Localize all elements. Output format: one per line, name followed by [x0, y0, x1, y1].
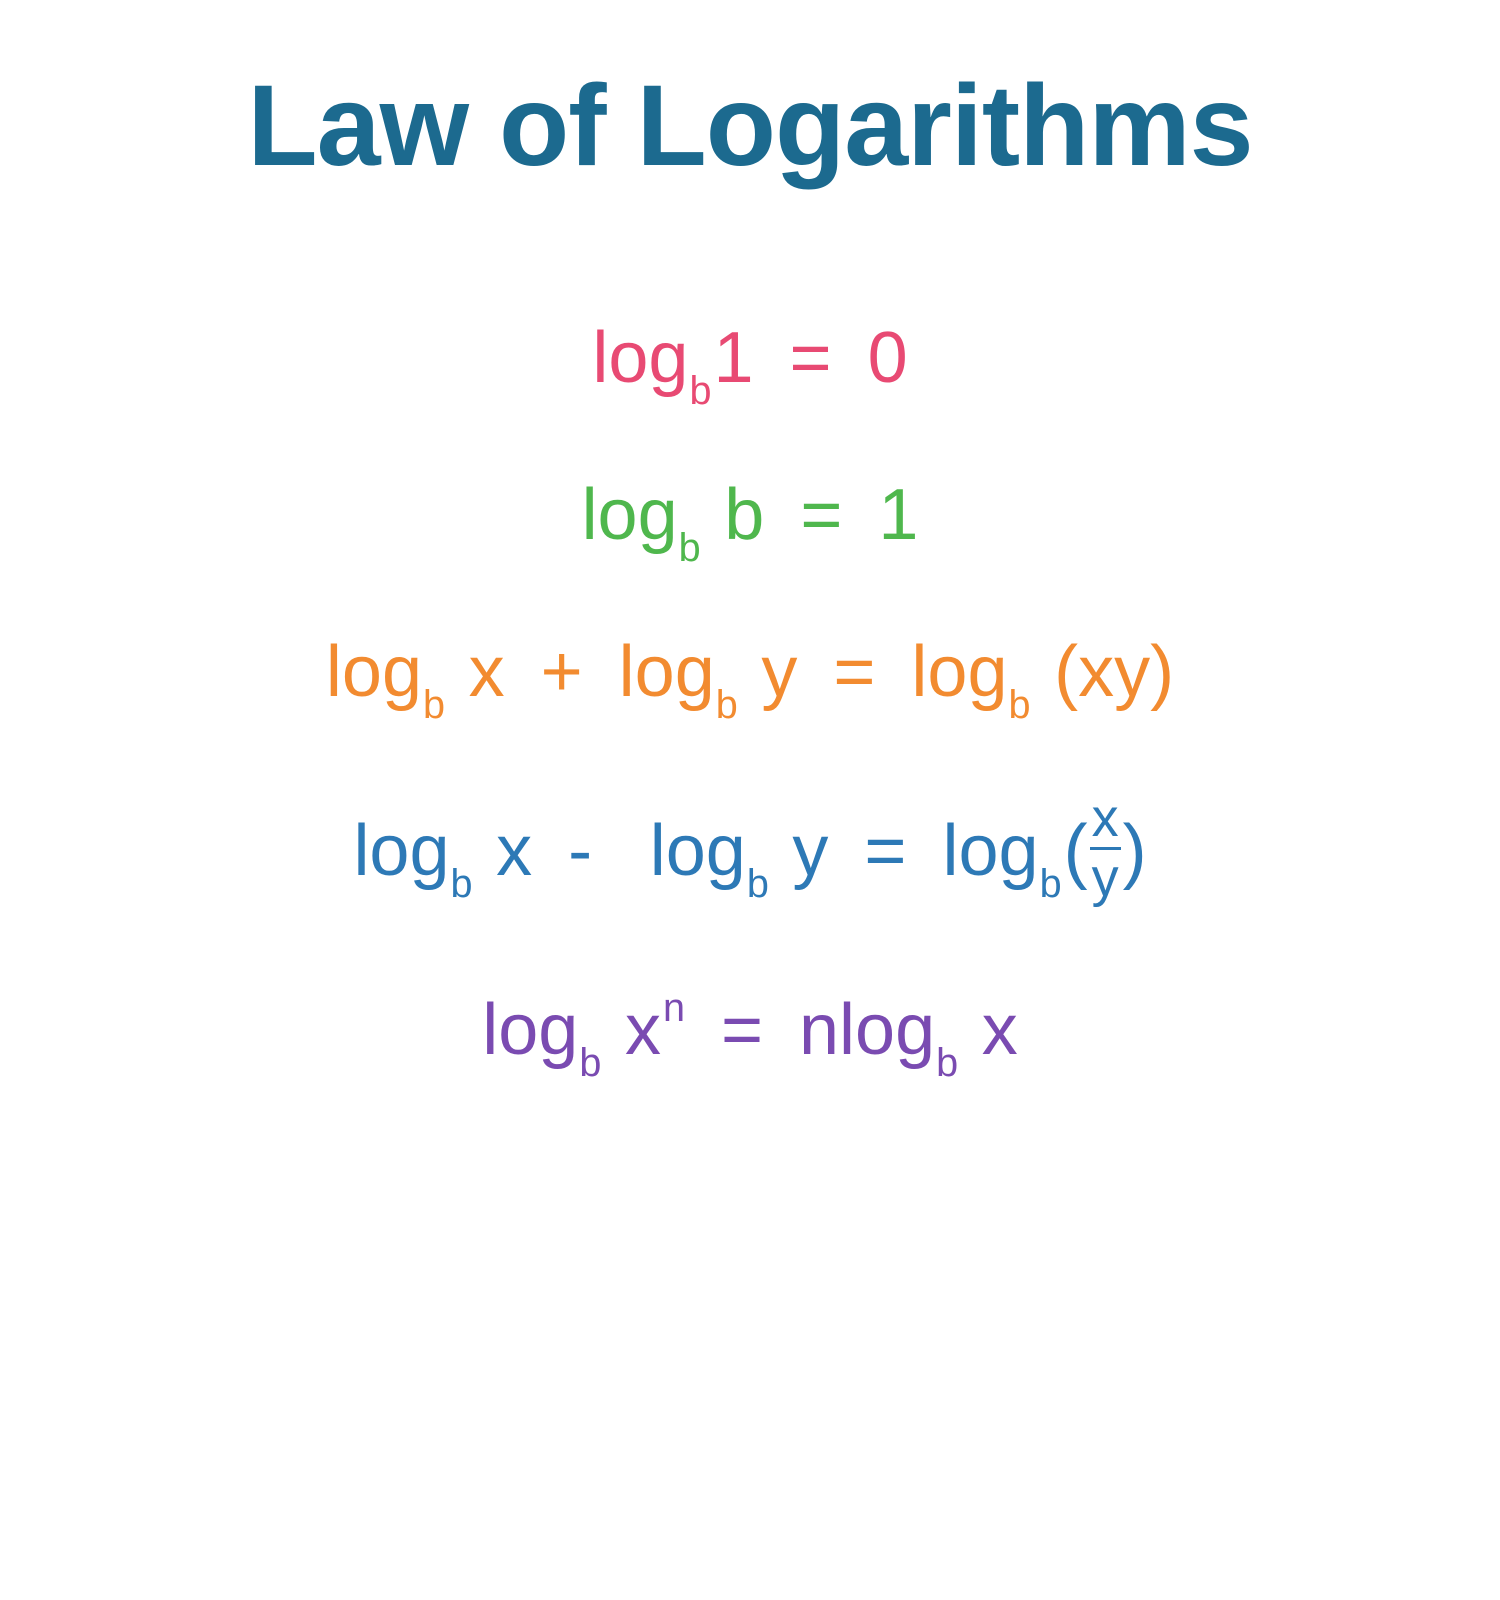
argument: 1	[713, 322, 753, 394]
equals-sign: =	[790, 322, 832, 394]
right-paren: )	[1123, 815, 1147, 887]
argument-x: x	[625, 994, 661, 1066]
coefficient-n: n	[799, 994, 839, 1066]
log-base: b	[716, 686, 738, 726]
argument-y: y	[761, 636, 797, 708]
log-word: log	[326, 636, 422, 708]
equals-sign: =	[800, 479, 842, 551]
equation-log-of-one: log b 1 = 0	[592, 322, 907, 394]
rhs-value: 1	[878, 479, 918, 551]
log-word: log	[942, 815, 1038, 887]
equation-power-rule: log b x n = n log b x	[482, 994, 1018, 1066]
equals-sign: =	[864, 815, 906, 887]
log-word: log	[592, 322, 688, 394]
left-paren: (	[1054, 636, 1078, 708]
argument-x: x	[469, 636, 505, 708]
log-term: log b	[482, 994, 603, 1066]
equals-sign: =	[833, 636, 875, 708]
equation-product-rule: log b x + log b y = log b ( xy )	[326, 636, 1174, 708]
log-base: b	[936, 1044, 958, 1084]
log-term: log b	[911, 636, 1032, 708]
log-base: b	[423, 686, 445, 726]
log-base: b	[579, 1044, 601, 1084]
product-xy: xy	[1078, 636, 1150, 708]
log-term: log b	[942, 815, 1063, 887]
argument-x: x	[982, 994, 1018, 1066]
log-term: log b	[650, 815, 771, 887]
log-term: log b	[582, 479, 703, 551]
rhs-value: 0	[868, 322, 908, 394]
equation-quotient-rule: log b x - log b y = log b ( x y )	[353, 793, 1146, 909]
log-base: b	[747, 865, 769, 905]
log-term: log b	[619, 636, 740, 708]
log-word: log	[482, 994, 578, 1066]
log-base: b	[1040, 865, 1062, 905]
log-word: log	[582, 479, 678, 551]
log-base: b	[689, 372, 711, 412]
argument: b	[724, 479, 764, 551]
log-base: b	[1009, 686, 1031, 726]
right-paren: )	[1150, 636, 1174, 708]
minus-sign: -	[568, 815, 592, 887]
exponent-n: n	[663, 989, 685, 1029]
fraction-denominator: y	[1090, 847, 1121, 907]
log-word: log	[839, 994, 935, 1066]
equation-log-base-self: log b b = 1	[582, 479, 919, 551]
left-paren: (	[1064, 815, 1088, 887]
log-term: log b	[353, 815, 474, 887]
log-base: b	[451, 865, 473, 905]
log-term: log b	[326, 636, 447, 708]
argument-y: y	[792, 815, 828, 887]
log-word: log	[619, 636, 715, 708]
equation-list: log b 1 = 0 log b b = 1 log b x + log	[326, 322, 1174, 1066]
log-base: b	[679, 529, 701, 569]
log-term: log b	[839, 994, 960, 1066]
log-word: log	[353, 815, 449, 887]
argument-x: x	[496, 815, 532, 887]
log-term: log b	[592, 322, 713, 394]
equals-sign: =	[721, 994, 763, 1066]
fraction-x-over-y: x y	[1090, 790, 1121, 906]
fraction-numerator: x	[1090, 790, 1121, 847]
plus-sign: +	[541, 636, 583, 708]
page-title: Law of Logarithms	[247, 60, 1252, 192]
log-word: log	[911, 636, 1007, 708]
log-word: log	[650, 815, 746, 887]
